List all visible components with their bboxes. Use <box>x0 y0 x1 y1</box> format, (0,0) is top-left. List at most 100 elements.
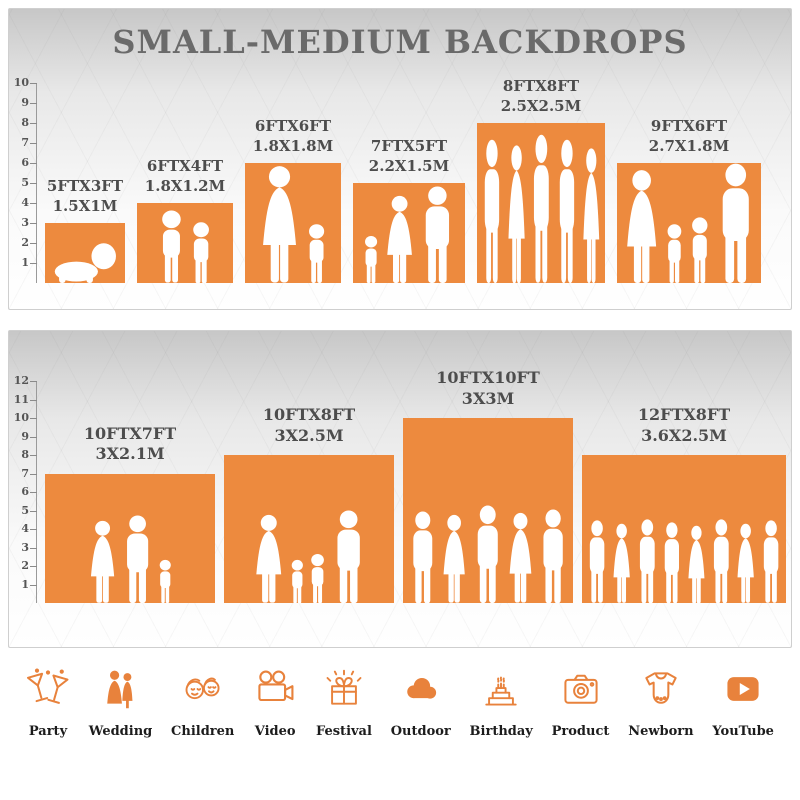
y-axis-tick <box>30 566 37 567</box>
y-axis-tick-label: 3 <box>21 216 29 229</box>
silhouette-group <box>249 165 337 283</box>
man-silhouette <box>537 509 569 603</box>
y-axis-tick-label: 1 <box>21 256 29 269</box>
y-axis-tick-label: 7 <box>21 466 29 480</box>
category-label: YouTube <box>712 724 774 739</box>
y-axis-tick-label: 9 <box>21 429 29 443</box>
page-title: SMALL-MEDIUM BACKDROPS <box>112 23 688 61</box>
man-silhouette <box>418 186 457 283</box>
woman-silhouette <box>251 514 287 603</box>
man-silhouette <box>407 511 439 604</box>
backdrop-bar <box>353 183 465 283</box>
category-children: Children <box>171 664 234 739</box>
size-ft-label: 12FTX8FT <box>637 405 731 424</box>
woman-silhouette <box>505 144 528 283</box>
y-axis-tick <box>30 163 37 164</box>
child-silhouette <box>307 553 328 603</box>
size-m-label: 2.2X1.5M <box>368 156 450 175</box>
size-ft-label: 7FTX5FT <box>370 137 448 155</box>
bar-size-label: 8FTX8FT 2.5X2.5M <box>501 77 581 116</box>
silhouette-group <box>141 209 229 283</box>
man-silhouette <box>660 522 684 603</box>
silhouette-group <box>586 519 782 603</box>
bar-size-label: 10FTX10FT 3X3M <box>436 368 539 410</box>
bar-size-label: 5FTX3FT 1.5X1M <box>47 177 123 216</box>
y-axis-tick <box>30 263 37 264</box>
man-silhouette <box>714 163 758 283</box>
size-ft-label: 9FTX6FT <box>650 117 728 135</box>
y-axis-tick-label: 10 <box>13 411 29 424</box>
size-ft-label: 5FTX3FT <box>46 177 124 195</box>
category-label: Wedding <box>88 724 153 739</box>
woman-silhouette <box>621 169 662 283</box>
woman-silhouette <box>439 514 469 603</box>
festival-icon <box>322 664 366 714</box>
silhouette-group <box>621 163 757 283</box>
man-silhouette <box>585 520 609 603</box>
y-axis-tick-label: 4 <box>21 196 29 209</box>
size-m-label: 1.5X1M <box>52 196 118 215</box>
backdrop-panel-small-medium: SMALL-MEDIUM BACKDROPS 1 2 3 4 5 6 7 8 9 10 5FTX3F… <box>8 8 792 310</box>
silhouette-group <box>49 241 121 283</box>
y-axis-tick-label: 9 <box>21 96 29 109</box>
silhouette-group <box>357 186 461 283</box>
y-axis-tick-label: 12 <box>13 374 29 387</box>
children-icon <box>181 664 225 714</box>
category-label: Newborn <box>628 724 694 739</box>
size-ft-label: 10FTX10FT <box>436 368 540 387</box>
y-axis-tick-label: 6 <box>21 485 29 498</box>
y-axis-tick <box>30 473 37 475</box>
man-silhouette <box>635 519 660 603</box>
y-axis-tick-label: 10 <box>13 76 29 89</box>
wedding-icon <box>99 664 143 714</box>
newborn-icon <box>639 664 683 714</box>
size-m-label: 1.8X1.8M <box>252 136 334 155</box>
silhouette-group <box>228 510 390 603</box>
silhouette-group <box>481 134 601 283</box>
child-silhouette <box>663 223 686 283</box>
category-party: Party <box>26 664 70 739</box>
size-m-label: 2.5X2.5M <box>500 96 582 115</box>
backdrop-bar <box>617 163 761 283</box>
size-ft-label: 10FTX7FT <box>83 423 177 443</box>
man-silhouette <box>555 139 579 283</box>
backdrop-bar <box>477 123 605 283</box>
woman-silhouette <box>685 525 708 603</box>
y-axis-tick <box>30 492 37 493</box>
category-label: Festival <box>315 724 372 739</box>
man-silhouette <box>709 519 734 603</box>
size-m-label: 3X3M <box>461 388 515 408</box>
y-axis-tick <box>30 381 37 382</box>
y-axis-tick-label: 4 <box>21 522 29 535</box>
y-axis-tick <box>30 529 37 530</box>
bar-size-label: 10FTX8FT 3X2.5M <box>263 405 355 447</box>
child-silhouette <box>188 221 214 283</box>
y-axis-tick <box>30 510 37 512</box>
backdrop-panel-large: 1 2 3 4 5 6 7 8 9 10 11 12 10FTX7FT 3X2.1M 10FTX8FT 3X2… <box>8 330 792 648</box>
man-silhouette <box>330 510 367 603</box>
man-silhouette <box>120 515 155 603</box>
backdrop-bar <box>582 455 786 603</box>
y-axis-tick <box>30 123 37 124</box>
y-axis-tick-label: 1 <box>21 577 29 591</box>
bar-size-label: 6FTX4FT 1.8X1.2M <box>145 157 225 196</box>
size-m-label: 3X2.1M <box>95 444 165 464</box>
y-axis-tick-label: 2 <box>21 236 29 249</box>
size-m-label: 1.8X1.2M <box>144 176 226 195</box>
man-silhouette <box>759 520 783 603</box>
category-label: Video <box>254 724 296 739</box>
y-axis-tick <box>30 183 37 184</box>
y-axis-tick <box>30 83 37 84</box>
category-label: Children <box>171 724 235 739</box>
man-silhouette <box>480 139 504 283</box>
y-axis-tick-label: 6 <box>21 156 29 169</box>
category-outdoor: Outdoor <box>391 664 451 739</box>
y-axis-tick <box>30 584 37 586</box>
backdrop-bar <box>245 163 341 283</box>
y-axis-tick-label: 8 <box>21 116 29 129</box>
category-label: Party <box>28 724 68 739</box>
y-axis-tick <box>30 436 37 438</box>
outdoor-icon <box>399 664 443 714</box>
size-m-label: 3X2.5M <box>274 425 344 445</box>
bar-size-label: 6FTX6FT 1.8X1.8M <box>253 117 333 156</box>
